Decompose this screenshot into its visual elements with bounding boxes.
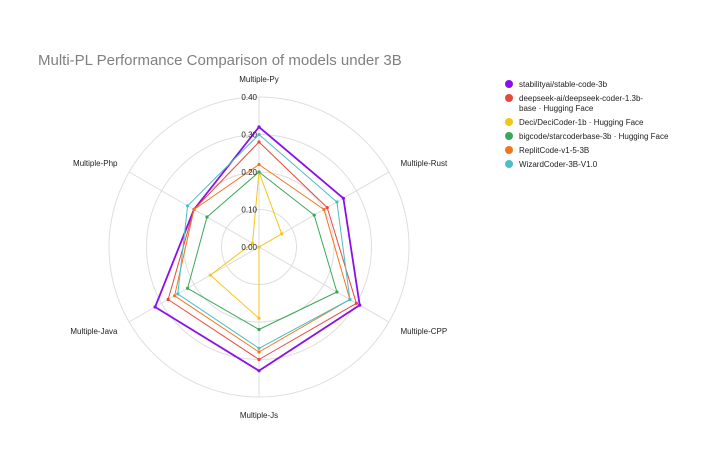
legend-marker	[505, 94, 513, 102]
data-point	[325, 206, 329, 210]
data-point	[348, 297, 352, 302]
data-point	[257, 350, 261, 354]
legend-marker	[505, 132, 513, 140]
data-point	[250, 241, 255, 245]
axis-labels: Multiple-Py Multiple-Rust Multiple-CPP Mult…	[70, 75, 448, 420]
legend-label: deepseek-ai/deepseek-coder-1.3b-base · H…	[519, 94, 643, 113]
legend-marker	[505, 146, 513, 154]
axis-label: Multiple-Rust	[401, 159, 448, 168]
data-point	[257, 346, 261, 350]
data-point	[257, 369, 261, 373]
chart-title: Multi-PL Performance Comparison of model…	[38, 52, 402, 69]
data-point	[322, 207, 326, 212]
data-point	[341, 196, 345, 200]
data-point	[186, 286, 190, 290]
legend-label: WizardCoder-3B-V1.0	[519, 160, 598, 169]
data-point	[354, 301, 358, 305]
data-point	[257, 125, 261, 129]
data-point	[208, 273, 212, 277]
legend-marker	[505, 160, 513, 168]
series-layer	[153, 125, 362, 373]
legend-label: bigcode/starcoderbase-3b · Hugging Face	[519, 132, 669, 141]
radial-tick-label: 0.10	[241, 206, 257, 215]
data-point	[186, 204, 190, 208]
data-point	[153, 305, 157, 309]
axis-label: Multiple-CPP	[401, 327, 448, 336]
data-point	[166, 297, 170, 302]
legend-label: Deci/DeciCoder-1b · Hugging Face	[519, 118, 644, 127]
series-line	[177, 134, 351, 349]
data-point	[335, 200, 339, 204]
axis-label: Multiple-Php	[73, 159, 118, 168]
series-2	[208, 170, 284, 320]
legend-item[interactable]: WizardCoder-3B-V1.0	[505, 160, 598, 169]
data-point	[205, 215, 209, 219]
axis-label: Multiple-Js	[240, 411, 278, 420]
radial-ticks: 0.00 0.10 0.20 0.30 0.40	[241, 93, 257, 252]
legend-item[interactable]: bigcode/starcoderbase-3b · Hugging Face	[505, 132, 669, 141]
data-point	[257, 162, 261, 167]
legend: stabilityai/stable-code-3b deepseek-ai/de…	[505, 80, 669, 169]
grid-spoke	[258, 246, 390, 323]
data-point	[358, 303, 362, 307]
data-point	[176, 292, 180, 296]
data-point	[280, 232, 284, 236]
data-point	[335, 290, 339, 294]
radial-tick-label: 0.30	[241, 131, 257, 140]
data-point	[312, 213, 316, 217]
radial-tick-label: 0.40	[241, 93, 257, 102]
radial-tick-label: 0.00	[241, 243, 257, 252]
legend-label: ReplitCode-v1-5-3B	[519, 146, 589, 155]
data-point	[173, 294, 177, 298]
data-point	[257, 245, 261, 249]
series-line	[154, 126, 361, 372]
data-point	[257, 316, 261, 320]
data-point	[192, 207, 196, 212]
legend-item[interactable]: ReplitCode-v1-5-3B	[505, 146, 589, 155]
series-3	[186, 170, 339, 332]
data-point	[257, 357, 261, 362]
legend-item[interactable]: deepseek-ai/deepseek-coder-1.3b-base · H…	[505, 94, 643, 113]
axis-label: Multiple-Java	[70, 327, 118, 336]
data-point	[257, 170, 261, 174]
legend-marker	[505, 118, 513, 126]
legend-label: stabilityai/stable-code-3b	[519, 80, 608, 89]
axis-label: Multiple-Py	[239, 75, 279, 84]
data-point	[257, 140, 261, 144]
legend-item[interactable]: stabilityai/stable-code-3b	[505, 80, 608, 89]
data-point	[257, 327, 261, 332]
legend-marker	[505, 80, 513, 88]
grid-spoke	[128, 246, 260, 323]
legend-item[interactable]: Deci/DeciCoder-1b · Hugging Face	[505, 118, 644, 127]
series-5	[176, 132, 352, 350]
data-point	[257, 132, 261, 137]
radial-tick-label: 0.20	[241, 168, 257, 177]
